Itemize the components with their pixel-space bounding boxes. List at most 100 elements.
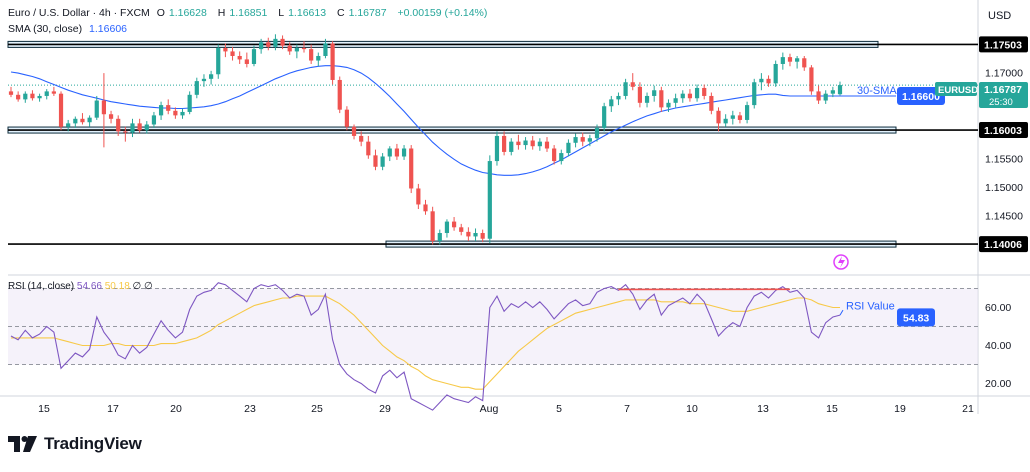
sma-legend: SMA (30, close) 1.16606 — [8, 23, 131, 35]
candle-body — [645, 96, 649, 103]
candle-body — [216, 48, 220, 74]
candle-body — [9, 91, 13, 94]
candle-body — [16, 95, 20, 100]
candle-body — [452, 222, 456, 228]
candle-body — [573, 137, 577, 143]
candle-body — [688, 94, 692, 99]
candle-body — [709, 96, 713, 111]
candle-body — [195, 81, 199, 95]
candle-body — [123, 131, 127, 132]
candle-body — [159, 105, 163, 115]
candle-body — [173, 111, 177, 116]
candle-body — [166, 105, 170, 111]
time-tick-label: 7 — [624, 403, 630, 415]
sma-value: 1.16606 — [89, 23, 127, 35]
candle-body — [288, 46, 292, 52]
sma-annotation: 30-SMA — [857, 85, 897, 97]
candle-body — [180, 112, 184, 115]
candle-body — [774, 64, 778, 83]
candle-body — [266, 42, 270, 47]
candle-body — [588, 138, 592, 141]
candle-body — [624, 82, 628, 96]
time-tick-label: 20 — [170, 403, 182, 415]
candle-body — [638, 87, 642, 103]
price-tick-label-0: 1.17000 — [985, 68, 1023, 80]
sma-price-tag-value: 1.16600 — [902, 91, 940, 103]
candle-body — [273, 39, 277, 47]
low-value: 1.16613 — [288, 7, 326, 19]
candle-body — [66, 123, 70, 126]
tradingview-brand[interactable]: TradingView — [8, 432, 142, 456]
candle-body — [652, 90, 656, 96]
time-tick-label: 21 — [962, 403, 974, 415]
candle-body — [695, 88, 699, 98]
candle-body — [602, 106, 606, 128]
candle-body — [37, 96, 41, 98]
candle-body — [516, 142, 520, 145]
tradingview-logo-icon — [8, 436, 38, 452]
candle-body — [202, 79, 206, 81]
candle-body — [316, 56, 320, 61]
candle-body — [552, 148, 556, 161]
candle-body — [23, 94, 27, 100]
candle-body — [423, 204, 427, 211]
candle-body — [559, 153, 563, 161]
candle-body — [88, 118, 92, 123]
rsi-tick-label-2: 20.00 — [985, 378, 1011, 390]
candle-body — [745, 105, 749, 120]
rsi-tick-label-0: 60.00 — [985, 302, 1011, 314]
flash-icon-bolt — [838, 256, 845, 268]
candle-body — [681, 94, 685, 99]
candle-body — [531, 141, 535, 147]
candle-body — [130, 123, 134, 132]
candle-body — [330, 43, 334, 80]
level-tag-label-1: 1.16003 — [984, 125, 1022, 137]
candle-body — [359, 136, 363, 142]
candle-body — [766, 79, 770, 84]
currency-label[interactable]: USD — [988, 10, 1011, 22]
close-value: 1.16787 — [349, 7, 387, 19]
candle-body — [223, 48, 227, 51]
last-price-tag-value: 1.16787 — [984, 84, 1022, 96]
candle-body — [388, 148, 392, 156]
candle-body — [473, 233, 477, 236]
rsi-legend: RSI (14, close) 54.66 50.18 ∅ ∅ — [8, 281, 153, 292]
open-value: 1.16628 — [169, 7, 207, 19]
candle-body — [838, 85, 842, 94]
candle-body — [30, 94, 34, 99]
time-tick-label: 13 — [757, 403, 769, 415]
candle-body — [230, 51, 234, 56]
price-tick-label-4: 1.15000 — [985, 182, 1023, 194]
candle-body — [45, 91, 49, 96]
rsi-annotation: RSI Value — [846, 301, 895, 313]
candle-body — [338, 80, 342, 110]
last-price-tag-timer: 25:30 — [989, 97, 1013, 108]
candle-body — [502, 136, 506, 152]
candle-body — [345, 110, 349, 127]
candle-body — [309, 49, 313, 60]
candle-body — [145, 125, 149, 131]
candle-body — [59, 94, 63, 127]
candle-body — [831, 90, 835, 93]
candle-body — [809, 67, 813, 91]
time-tick-label: 17 — [107, 403, 119, 415]
candle-body — [152, 115, 156, 124]
candle-body — [702, 88, 706, 96]
time-tick-label: 29 — [379, 403, 391, 415]
candle-body — [102, 101, 106, 115]
candle-body — [581, 137, 585, 142]
symbol-tag-label: EURUSD — [938, 85, 978, 96]
time-tick-label: 5 — [556, 403, 562, 415]
candle-body — [666, 103, 670, 108]
candle-body — [459, 227, 463, 232]
candle-body — [80, 119, 84, 122]
candle-body — [73, 119, 77, 124]
candle-body — [509, 142, 513, 152]
rsi-value: 54.66 — [77, 281, 102, 292]
candle-body — [659, 90, 663, 107]
candle-body — [295, 48, 299, 51]
candle-body — [259, 42, 263, 49]
